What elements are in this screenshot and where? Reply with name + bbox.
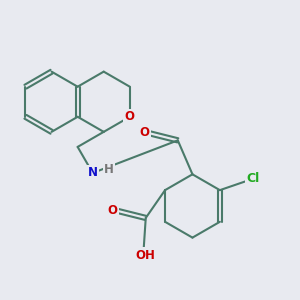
Text: O: O (125, 110, 135, 123)
Text: N: N (88, 167, 98, 179)
Text: O: O (107, 204, 117, 217)
Text: H: H (104, 163, 114, 176)
Text: OH: OH (135, 249, 155, 262)
Text: Cl: Cl (246, 172, 259, 185)
Text: O: O (139, 126, 149, 139)
